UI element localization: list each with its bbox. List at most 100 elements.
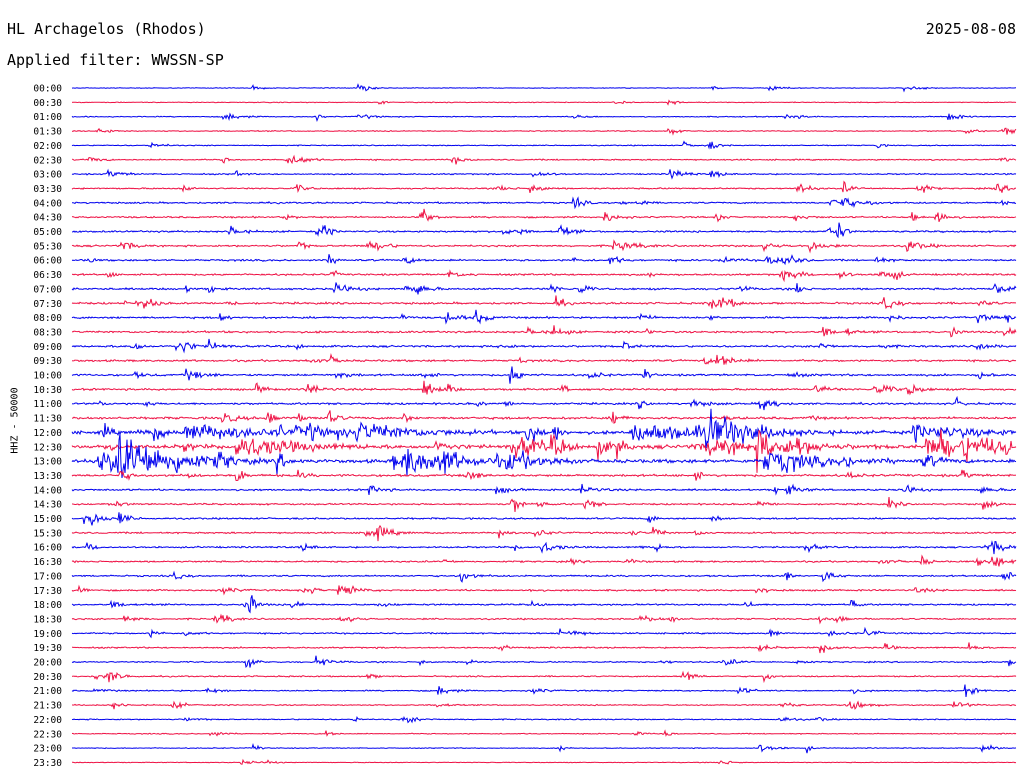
trace-line [71,269,1017,283]
row-label: 11:00 [33,399,62,410]
row-label: 15:00 [33,514,62,525]
row-label: 20:00 [33,658,62,669]
row-label: 06:30 [33,270,62,281]
row-label: 15:30 [33,528,62,539]
row-label: 16:00 [33,543,62,554]
trace-line [71,613,1017,625]
row-label: 18:00 [33,600,62,611]
row-label: 19:30 [33,643,62,654]
row-label: 03:30 [33,184,62,195]
row-label: 23:00 [33,744,62,755]
row-label: 17:00 [33,571,62,582]
trace-line [71,180,1017,194]
trace-line [71,433,1017,478]
trace-line [71,154,1017,165]
trace-line [72,642,1017,654]
row-label: 01:00 [33,112,62,123]
trace-line [71,366,1017,384]
row-label: 00:30 [33,98,62,109]
trace-line [71,99,1017,106]
row-label: 09:00 [33,342,62,353]
row-label: 05:30 [33,241,62,252]
row-label: 20:30 [33,672,62,683]
trace-line [71,729,1017,737]
trace-line [72,758,1017,765]
trace-line [72,497,1016,512]
row-label: 19:00 [33,629,62,640]
trace-line [71,282,1017,295]
row-label: 07:30 [33,299,62,310]
row-label: 13:00 [33,457,62,468]
row-label: 23:30 [33,758,62,769]
row-label: 22:00 [33,715,62,726]
trace-line [71,395,1016,411]
row-label: 07:00 [33,284,62,295]
trace-line [71,239,1017,254]
trace-line [71,353,1017,366]
trace-line [71,512,1017,526]
trace-line [71,208,1017,223]
row-label: 02:00 [33,141,62,152]
row-label: 12:30 [33,442,62,453]
trace-line [71,338,1017,354]
row-label: 14:00 [33,485,62,496]
trace-line [71,309,1017,325]
row-label: 21:00 [33,686,62,697]
trace-line [71,684,1016,697]
row-label: 08:00 [33,313,62,324]
row-label: 14:30 [33,500,62,511]
trace-line [71,140,1017,150]
trace-line [71,540,1017,555]
row-label: 04:30 [33,213,62,224]
row-label: 09:30 [33,356,62,367]
row-label: 11:30 [33,414,62,425]
row-label: 10:00 [33,371,62,382]
row-label: 12:00 [33,428,62,439]
trace-line [71,595,1017,614]
row-label: 21:30 [33,701,62,712]
trace-line [71,83,1017,93]
row-label: 22:30 [33,729,62,740]
trace-line [71,554,1017,567]
trace-line [71,670,1017,684]
row-label: 00:00 [33,84,62,95]
station-title: HL Archagelos (Rhodos) [7,20,206,38]
trace-line [71,112,1017,123]
row-label: 01:30 [33,127,62,138]
row-label: 18:30 [33,614,62,625]
trace-line [71,469,1017,482]
trace-line [71,716,1017,724]
row-label: 06:00 [33,256,62,267]
row-label: 03:00 [33,170,62,181]
trace-line [71,168,1017,180]
row-label: 16:30 [33,557,62,568]
trace-line [71,655,1017,668]
trace-line [71,570,1017,583]
trace-line [72,222,1017,239]
trace-line [71,483,1016,496]
row-label: 05:00 [33,227,62,238]
trace-line [71,254,1017,266]
row-label: 04:00 [33,198,62,209]
trace-line [72,196,1017,210]
row-label: 02:30 [33,155,62,166]
trace-line [72,700,1017,710]
trace-line [71,127,1017,136]
trace-line [72,410,1017,424]
row-label: 08:30 [33,327,62,338]
trace-line [71,584,1017,596]
trace-line [72,742,1017,754]
trace-line [71,429,1017,473]
row-label: 17:30 [33,586,62,597]
trace-line [71,626,1017,639]
trace-line [71,295,1017,310]
filter-label: Applied filter: WWSSN-SP [7,51,224,69]
date-label: 2025-08-08 [925,20,1016,38]
trace-line [71,325,1017,338]
trace-line [71,380,1017,396]
trace-line [71,524,1016,542]
row-label: 10:30 [33,385,62,396]
trace-line [71,408,1017,449]
row-label: 13:30 [33,471,62,482]
